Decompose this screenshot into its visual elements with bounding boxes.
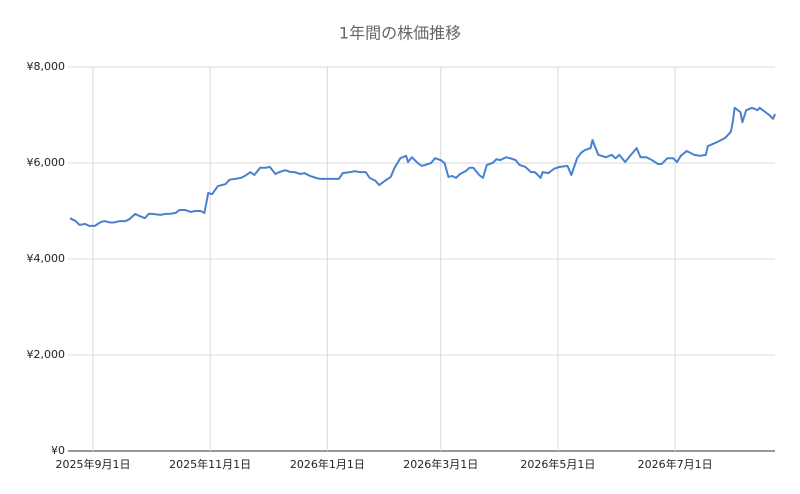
x-tick-label: 2026年7月1日 <box>638 457 713 471</box>
y-tick-label: ¥0 <box>51 444 65 457</box>
x-tick-label: 2026年3月1日 <box>403 457 478 471</box>
x-tick-label: 2025年9月1日 <box>55 457 130 471</box>
y-tick-label: ¥8,000 <box>27 60 66 73</box>
y-tick-label: ¥4,000 <box>27 252 66 265</box>
line-series <box>69 106 776 227</box>
x-tick-label: 2026年5月1日 <box>520 457 595 471</box>
x-tick-label: 2025年11月1日 <box>169 457 251 471</box>
x-tick-label: 2026年1月1日 <box>290 457 365 471</box>
chart-title: 1年間の株価推移 <box>339 24 461 43</box>
y-tick-label: ¥6,000 <box>27 156 66 169</box>
y-tick-label: ¥2,000 <box>27 348 66 361</box>
